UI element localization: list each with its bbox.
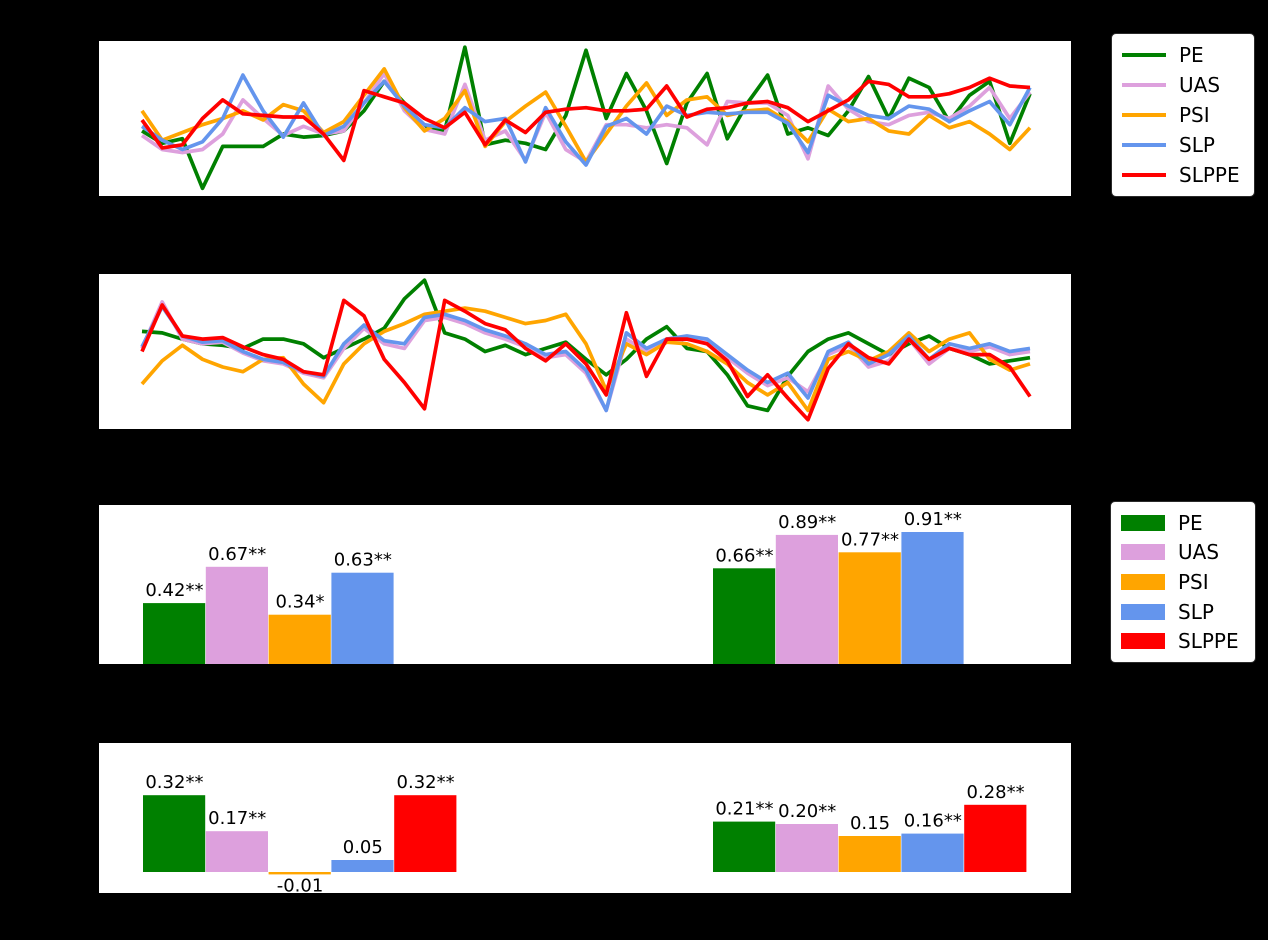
legend-item-psi: PSI [1122, 105, 1244, 125]
bar-value-label: 0.89** [778, 512, 836, 533]
bar-value-label: 0.77** [841, 529, 899, 550]
legend-label: PE [1178, 510, 1203, 535]
uas-patch-swatch [1121, 544, 1165, 561]
slp-line-swatch [1122, 143, 1166, 147]
slp-patch-swatch [1121, 603, 1165, 620]
bar-PSI [268, 872, 331, 875]
legend-label: PSI [1178, 569, 1209, 594]
bar-UAS [775, 534, 838, 664]
bar-PE [713, 568, 776, 664]
line-SLPPE [140, 298, 1032, 422]
bar-SLPPE [394, 795, 457, 872]
bar-SLPPE [964, 804, 1027, 872]
slppe-line-swatch [1122, 173, 1166, 177]
legend-label: PSI [1179, 103, 1210, 127]
legend-item-uas: UAS [1122, 75, 1244, 95]
bar-value-label: 0.05 [343, 837, 383, 858]
legend-bar-series: PE UAS PSI SLP SLPPE [1110, 501, 1256, 663]
bar-PSI [838, 836, 901, 872]
bar-value-label: 0.17** [208, 808, 266, 829]
bar-value-label: 0.34* [275, 592, 324, 613]
legend-item-pe: PE [1121, 513, 1245, 533]
bars-top-plot: 0.42**0.67** 0.34* 0.63** 0.66**0.89**0.77*… [143, 509, 964, 664]
legend-label: SLPPE [1178, 629, 1239, 654]
legend-label: SLPPE [1179, 163, 1240, 187]
legend-item-pe: PE [1122, 45, 1244, 65]
bar-value-label: 0.15 [850, 813, 890, 834]
bar-chart-bottom-panel: 0.32** 0.17** -0.01 0.05 0.32** 0.21** 0.20** 0… [99, 743, 1071, 893]
bar-value-label: 0.66** [715, 545, 773, 566]
bar-value-label: 0.42** [145, 580, 203, 601]
bar-value-label: 0.63** [334, 550, 392, 571]
bar-SLP [331, 860, 394, 872]
pe-line-swatch [1122, 53, 1166, 57]
bar-value-label: 0.32** [145, 772, 203, 793]
bar-SLP [901, 532, 964, 664]
bar-value-label: 0.28** [967, 782, 1025, 803]
legend-item-slp: SLP [1121, 602, 1245, 622]
psi-patch-swatch [1121, 573, 1165, 590]
pe-patch-swatch [1121, 514, 1165, 531]
bar-value-label: 0.67** [208, 544, 266, 565]
legend-item-slppe: SLPPE [1121, 631, 1245, 651]
bar-PE [713, 821, 776, 872]
psi-line-swatch [1122, 113, 1166, 117]
bar-value-label: 0.20** [778, 801, 836, 822]
bar-UAS [205, 831, 268, 872]
line-SLPPE [140, 76, 1031, 163]
legend-label: SLP [1179, 133, 1215, 157]
timeseries-bottom-plot [140, 278, 1032, 422]
uas-line-swatch [1122, 83, 1166, 87]
bars-bottom-plot: 0.32**0.17**-0.010.050.32**0.21** 0.20**0… [143, 772, 1027, 893]
bar-PSI [838, 552, 901, 664]
legend-label: SLP [1178, 599, 1214, 624]
bar-value-label: 0.91** [904, 509, 962, 530]
bar-value-label: 0.16** [904, 811, 962, 832]
line-PE [141, 45, 1032, 191]
timeseries-top-plot [140, 45, 1032, 191]
line-PE [141, 278, 1031, 413]
bar-PE [143, 795, 206, 872]
slppe-patch-swatch [1121, 633, 1165, 650]
bar-value-label: 0.21** [715, 799, 773, 820]
legend-label: PE [1179, 43, 1204, 67]
bar-UAS [775, 824, 838, 872]
legend-item-slp: SLP [1122, 135, 1244, 155]
bar-PSI [268, 614, 331, 664]
line-SLP [140, 73, 1032, 167]
line-chart-top-panel [99, 41, 1071, 196]
legend-item-slppe: SLPPE [1122, 165, 1244, 185]
bar-SLP [331, 572, 394, 664]
legend-label: UAS [1178, 540, 1220, 565]
bar-PE [143, 603, 206, 664]
bar-value-label: -0.01 [277, 875, 324, 893]
legend-line-series: PE UAS PSI SLP SLPPE [1111, 33, 1255, 197]
legend-item-psi: PSI [1121, 572, 1245, 592]
line-chart-bottom-panel [99, 274, 1071, 429]
bar-SLP [901, 833, 964, 872]
legend-label: UAS [1179, 73, 1221, 97]
bar-value-label: 0.32** [397, 772, 455, 793]
bar-UAS [205, 566, 268, 664]
legend-item-uas: UAS [1121, 542, 1245, 562]
bar-chart-top-panel: 0.42** 0.67** 0.34* 0.63** 0.66** 0.89** 0.77*… [99, 505, 1071, 664]
